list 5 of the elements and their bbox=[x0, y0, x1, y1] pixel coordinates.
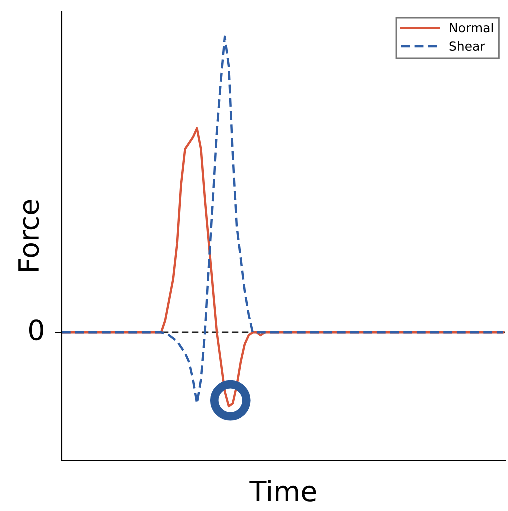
ref-line-label: 0 bbox=[29, 320, 44, 341]
x-axis-title: Time bbox=[250, 480, 316, 502]
legend-label: Shear bbox=[450, 41, 486, 52]
legend-label: Normal bbox=[450, 23, 494, 33]
y-axis-title: Force bbox=[18, 200, 40, 272]
